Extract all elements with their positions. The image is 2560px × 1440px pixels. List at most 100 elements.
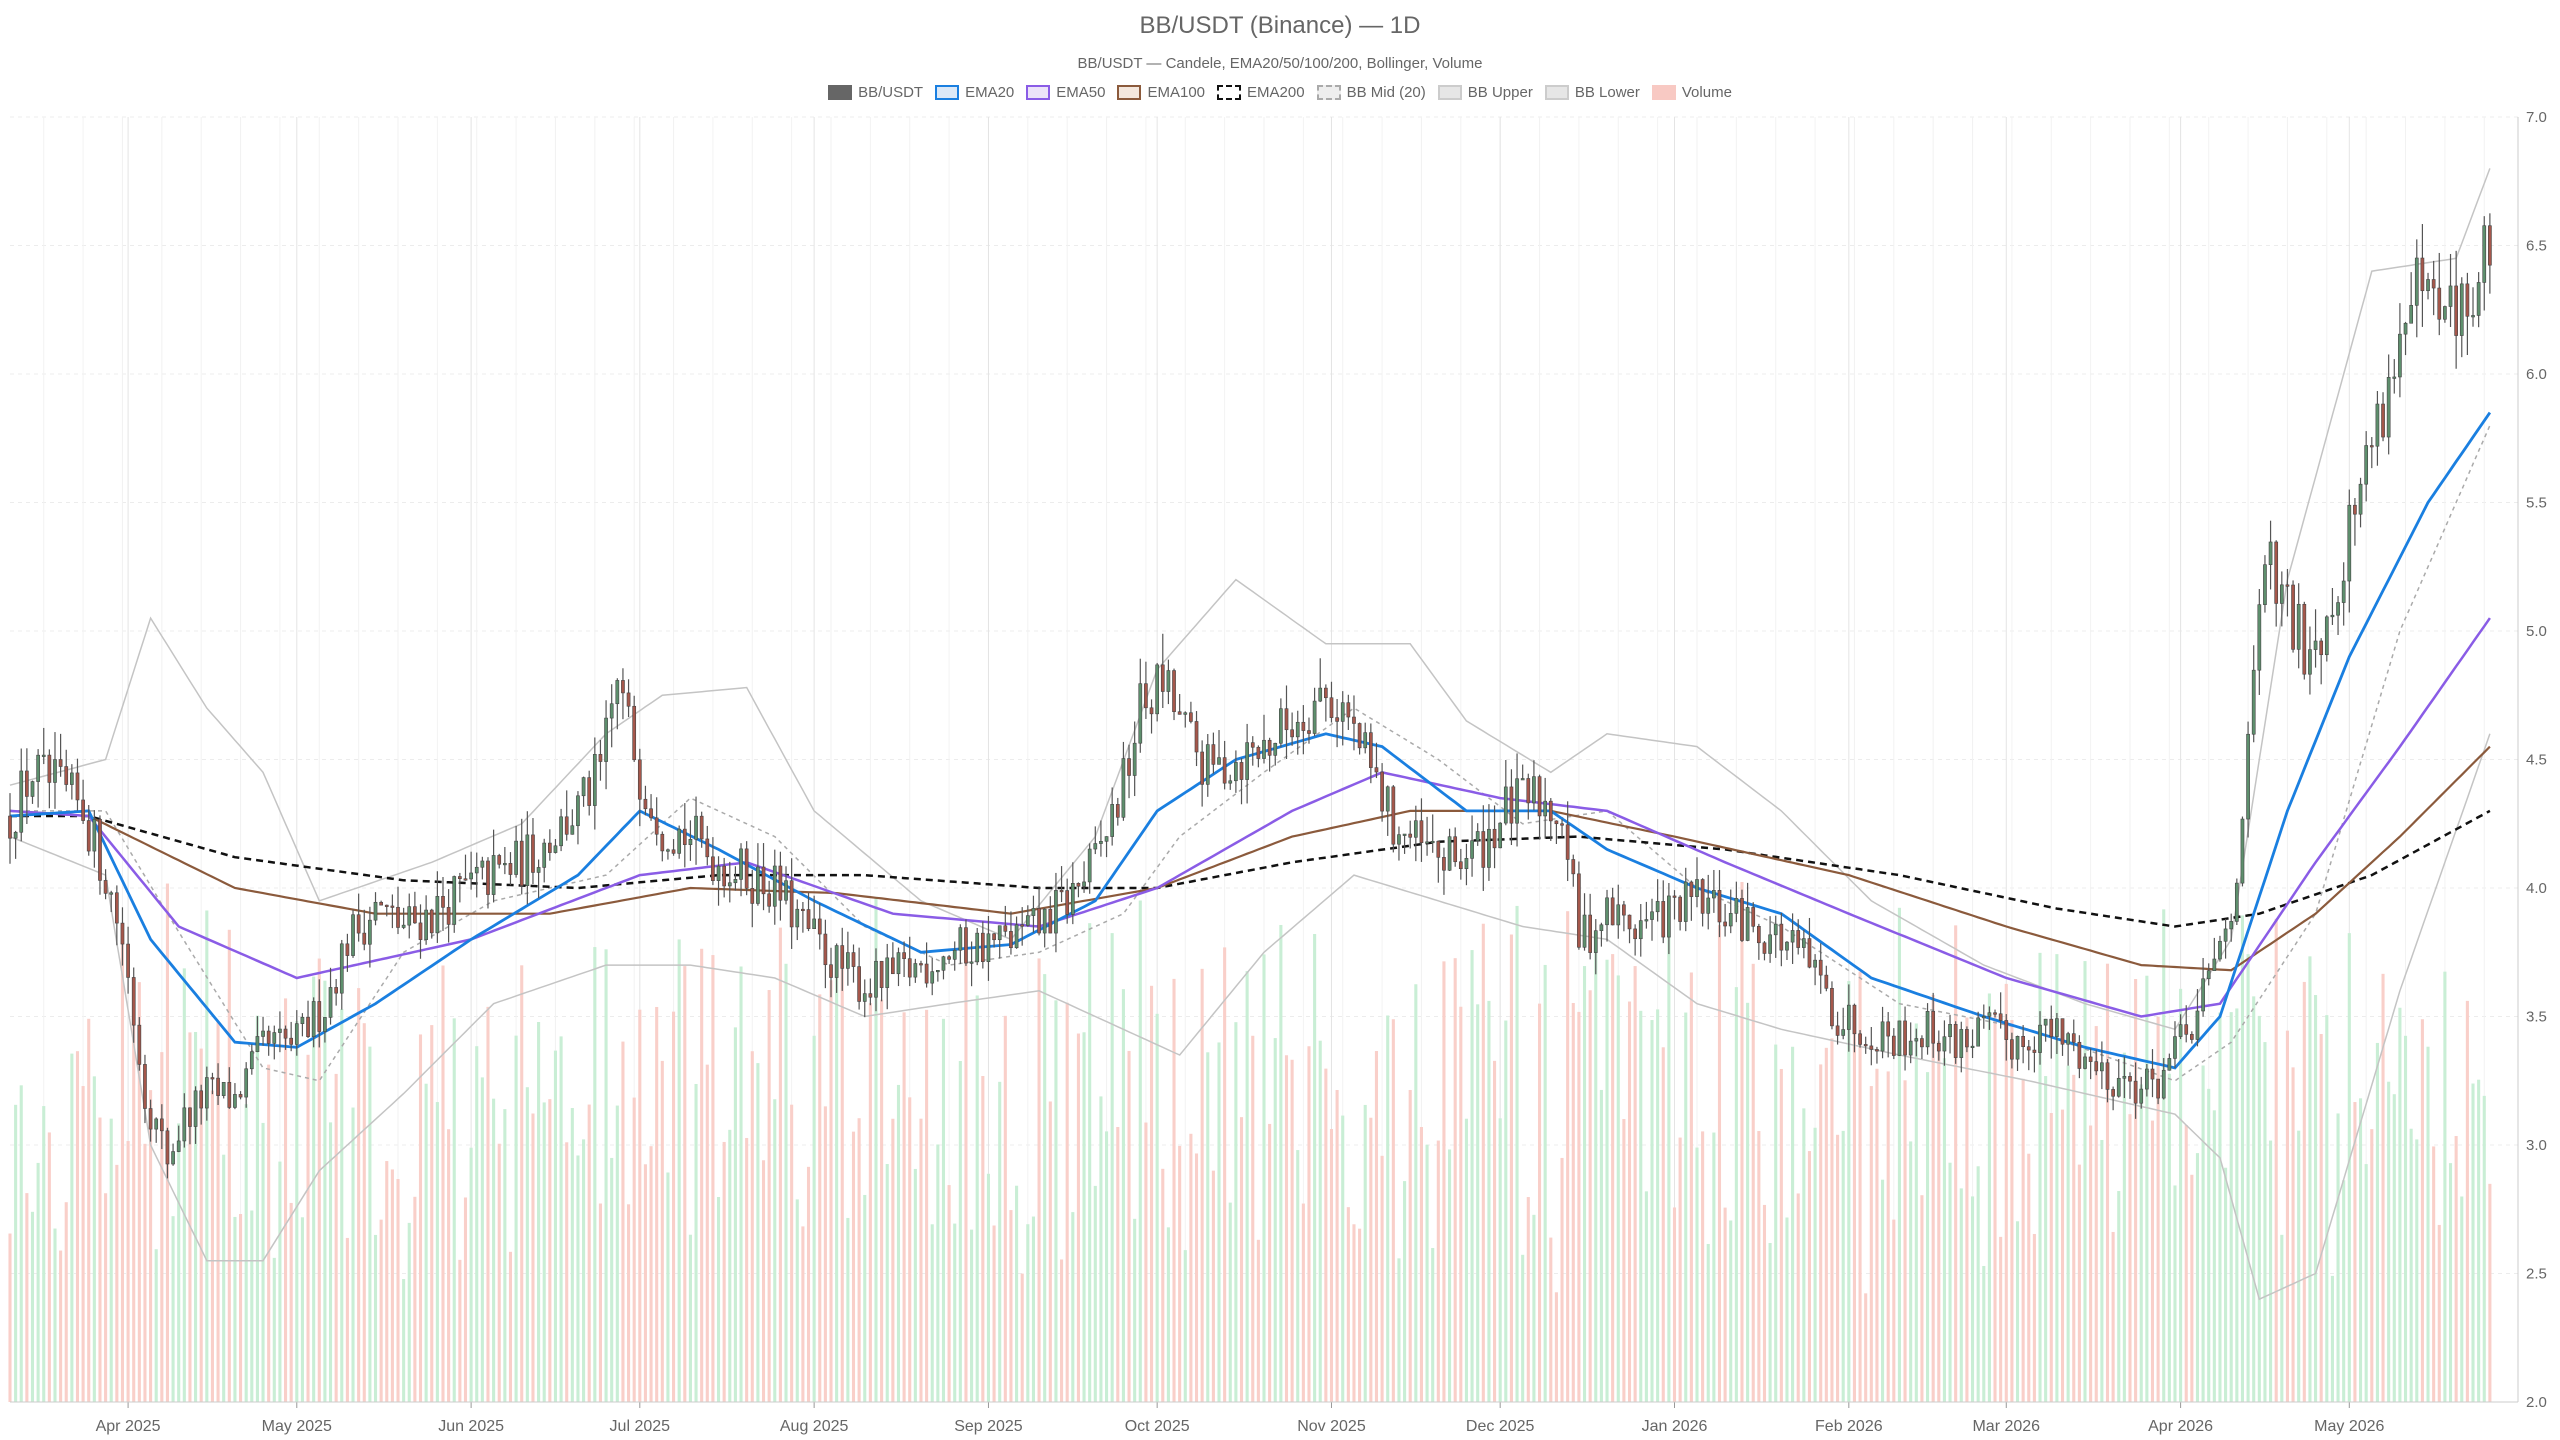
- candle-body: [210, 1077, 215, 1080]
- volume-bar: [1852, 1010, 1856, 1402]
- volume-bar: [553, 1050, 558, 1402]
- candle-body: [626, 692, 631, 707]
- candle-body: [649, 808, 653, 819]
- legend-item[interactable]: BB Mid (20): [1316, 84, 1426, 101]
- candle-body: [2386, 377, 2391, 438]
- candle-body: [1548, 800, 1553, 822]
- candle-body: [289, 1037, 294, 1045]
- candle-body: [114, 892, 119, 924]
- candle-body: [924, 963, 929, 984]
- volume-bar: [64, 1202, 68, 1402]
- legend-item[interactable]: EMA50: [1026, 84, 1105, 101]
- legend-item[interactable]: EMA20: [935, 84, 1014, 101]
- volume-bar: [570, 1108, 574, 1402]
- candle-body: [266, 1030, 271, 1044]
- candle-body: [345, 943, 350, 956]
- volume-bar: [1914, 1023, 1918, 1402]
- volume-bar: [289, 1202, 293, 1402]
- candle-body: [2364, 445, 2369, 485]
- candle-body: [699, 815, 704, 840]
- candle-body: [1177, 711, 1182, 715]
- candle-body: [1014, 924, 1019, 949]
- volume-bar: [1875, 1068, 1879, 1402]
- candle-body: [1279, 708, 1283, 744]
- volume-bar: [1526, 1197, 1530, 1402]
- legend-item[interactable]: BB/USDT: [828, 84, 923, 101]
- volume-bar: [1082, 1032, 1086, 1402]
- volume-bar: [2381, 973, 2385, 1402]
- candle-body: [1228, 780, 1233, 784]
- volume-bar: [891, 1118, 895, 1402]
- bb-upper-line: [9, 168, 2491, 1031]
- candle-body: [2353, 504, 2357, 515]
- candle-body: [1324, 687, 1328, 699]
- candle-body: [1667, 895, 1671, 938]
- candle-body: [1858, 1033, 1862, 1045]
- volume-bar: [272, 1257, 276, 1402]
- volume-bar: [953, 1223, 957, 1402]
- candle-body: [1166, 670, 1171, 692]
- volume-bar: [851, 1131, 856, 1402]
- candle-body: [2369, 445, 2374, 448]
- volume-bar: [778, 927, 782, 1402]
- candle-body: [1543, 800, 1548, 817]
- candle-body: [2010, 1039, 2014, 1060]
- volume-bar: [2471, 1083, 2475, 1402]
- volume-bar: [2044, 1076, 2048, 1402]
- candle-body: [795, 908, 800, 928]
- volume-bar: [1824, 1047, 1828, 1402]
- y-tick-label: 4.0: [2526, 880, 2547, 897]
- candle-body: [609, 703, 614, 719]
- candle-body: [1790, 930, 1795, 943]
- candle-body: [952, 949, 957, 960]
- candle-body: [339, 943, 344, 994]
- candle-body: [1003, 925, 1008, 932]
- volume-bar: [1065, 1002, 1069, 1402]
- candle-body: [407, 906, 412, 926]
- candle-body: [249, 1051, 254, 1070]
- volume-bar: [1172, 978, 1176, 1402]
- volume-bar: [2077, 1164, 2081, 1402]
- legend-label: BB/USDT: [858, 84, 924, 101]
- candle-body: [930, 971, 935, 984]
- x-tick-label: Aug 2025: [780, 1418, 849, 1435]
- candle-body: [564, 816, 569, 835]
- candle-body: [1835, 1025, 1840, 1036]
- candle-body: [109, 892, 114, 895]
- candle-body: [2488, 225, 2492, 266]
- candle-body: [159, 1118, 164, 1132]
- legend-item[interactable]: BB Lower: [1544, 84, 1640, 101]
- volume-bar: [2134, 978, 2138, 1402]
- candle-body: [278, 1028, 282, 1033]
- x-tick-label: Sep 2025: [954, 1418, 1023, 1435]
- volume-bar: [447, 1129, 451, 1402]
- legend-item[interactable]: BB Upper: [1437, 84, 1533, 101]
- candle-body: [531, 834, 535, 873]
- volume-bar: [1335, 1090, 1339, 1402]
- candle-body: [654, 817, 659, 835]
- volume-bar: [1386, 1015, 1390, 1402]
- candle-body: [1920, 1038, 1924, 1048]
- volume-bar: [660, 1060, 664, 1402]
- volume-bar: [2291, 1067, 2295, 1402]
- volume-bar: [1537, 1003, 1542, 1402]
- candle-body: [64, 766, 69, 785]
- volume-bar: [677, 939, 681, 1402]
- candle-body: [1520, 778, 1525, 781]
- volume-bar: [2184, 1124, 2188, 1402]
- candle-body: [1397, 834, 1401, 845]
- volume-bar: [964, 938, 968, 1402]
- legend-item[interactable]: EMA100: [1117, 84, 1205, 101]
- candle-body: [503, 863, 507, 866]
- y-tick-label: 5.0: [2526, 623, 2547, 640]
- candle-body: [1329, 697, 1334, 718]
- volume-bar: [1313, 934, 1317, 1402]
- candle-body: [2257, 604, 2262, 671]
- legend-item[interactable]: Volume: [1651, 84, 1732, 101]
- volume-bar: [1453, 958, 1457, 1402]
- volume-bar: [120, 940, 125, 1402]
- volume-bar: [1768, 1243, 1772, 1402]
- candle-body: [2409, 305, 2414, 324]
- candle-body: [227, 1082, 232, 1108]
- legend-item[interactable]: EMA200: [1217, 84, 1305, 101]
